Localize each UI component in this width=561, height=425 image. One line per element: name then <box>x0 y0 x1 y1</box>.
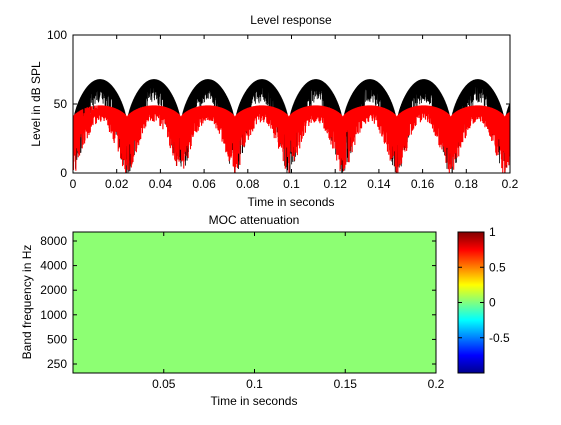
heatmap-y-ticks: 8000 4000 2000 1000 500 250 <box>40 234 436 371</box>
colorbar-ticks: 1 0.5 0 -0.5 <box>458 225 510 345</box>
colorbar-tick-label: 0 <box>489 296 496 310</box>
x-axis-label: Time in seconds <box>248 195 335 209</box>
colorbar-tick-label: -0.5 <box>489 331 510 345</box>
heatmap-y-tick-label: 1000 <box>40 308 67 322</box>
x-axis-ticks: 0 0.02 0.04 0.06 0.08 0.1 0.12 0.14 0.16 0.18 0.2 <box>70 35 519 191</box>
heatmap-y-tick-label: 8000 <box>40 234 67 248</box>
x-tick-label: 0.2 <box>502 177 519 191</box>
y-tick-label: 50 <box>54 97 68 111</box>
colorbar-gradient <box>458 232 484 373</box>
heatmap-x-tick-label: 0.15 <box>334 377 358 391</box>
y-tick-label: 100 <box>47 28 67 42</box>
colorbar-tick-label: 1 <box>489 225 496 239</box>
y-tick-label: 0 <box>60 166 67 180</box>
heatmap-x-axis-label: Time in seconds <box>211 394 298 408</box>
heatmap-title: MOC attenuation <box>209 213 300 227</box>
heatmap-y-tick-label: 500 <box>47 332 67 346</box>
colorbar-tick-label: 0.5 <box>489 260 506 274</box>
x-tick-label: 0.16 <box>411 177 435 191</box>
heatmap-x-tick-label: 0.2 <box>428 377 445 391</box>
x-tick-label: 0.04 <box>149 177 173 191</box>
heatmap-cell <box>73 232 436 373</box>
heatmap-y-tick-label: 2000 <box>40 283 67 297</box>
x-tick-label: 0 <box>70 177 77 191</box>
heatmap-x-tick-label: 0.1 <box>246 377 263 391</box>
x-tick-label: 0.12 <box>324 177 348 191</box>
heatmap-y-tick-label: 4000 <box>40 259 67 273</box>
series-black-line <box>73 79 510 173</box>
series-red-line <box>73 105 510 173</box>
y-axis-ticks: 0 50 100 <box>47 28 510 180</box>
heatmap-x-tick-label: 0.05 <box>152 377 176 391</box>
y-axis-label: Level in dB SPL <box>29 61 43 147</box>
colorbar: 1 0.5 0 -0.5 <box>457 225 510 374</box>
level-response-axes: 0 0.02 0.04 0.06 0.08 0.1 0.12 0.14 0.16 0.18 0.2 … <box>29 13 519 209</box>
x-tick-label: 0.02 <box>105 177 129 191</box>
x-tick-label: 0.1 <box>283 177 300 191</box>
x-tick-label: 0.08 <box>236 177 260 191</box>
moc-attenuation-axes: 0.05 0.1 0.15 0.2 8000 4000 2000 1000 500 250 MO… <box>20 213 445 408</box>
heatmap-x-ticks: 0.05 0.1 0.15 0.2 <box>152 232 445 391</box>
x-tick-label: 0.06 <box>192 177 216 191</box>
x-tick-label: 0.14 <box>367 177 391 191</box>
series-layer <box>73 79 510 173</box>
chart-title: Level response <box>250 13 332 27</box>
heatmap-y-axis-label: Band frequency in Hz <box>20 245 34 360</box>
x-tick-label: 0.18 <box>455 177 479 191</box>
heatmap-y-tick-label: 250 <box>47 357 67 371</box>
